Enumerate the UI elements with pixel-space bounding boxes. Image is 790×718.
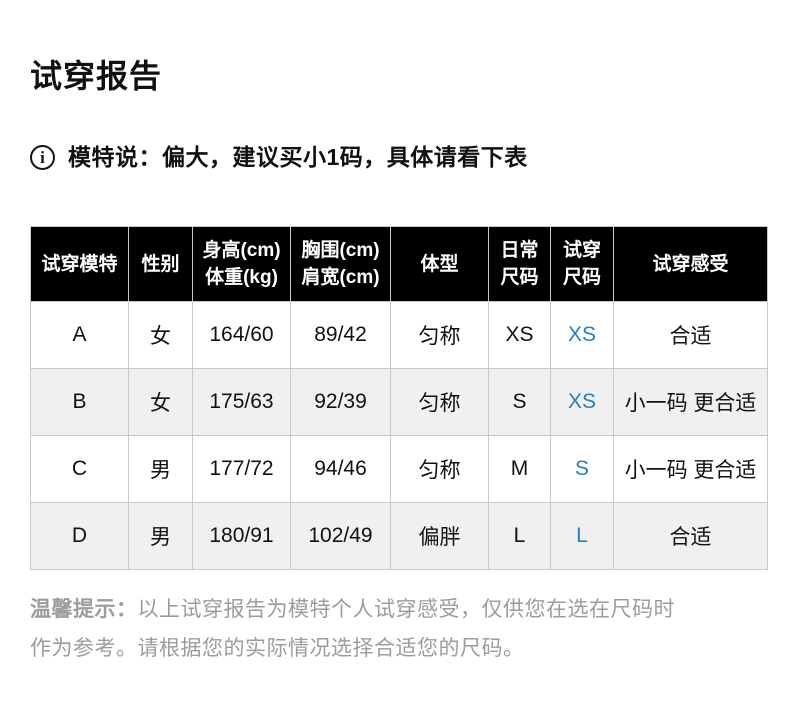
cell-tried-size: S: [550, 435, 614, 503]
cell-height-weight: 180/91: [192, 502, 291, 570]
cell-chest-shoulder: 94/46: [290, 435, 391, 503]
table-header-row: 试穿模特 性别 身高(cm) 体重(kg) 胸围(cm) 肩宽(cm) 体型 日…: [30, 226, 768, 302]
cell-model: B: [30, 368, 129, 436]
model-note: i 模特说：偏大，建议买小1码，具体请看下表: [30, 142, 765, 172]
column-header-gender: 性别: [128, 226, 193, 302]
cell-height-weight: 177/72: [192, 435, 291, 503]
cell-height-weight: 164/60: [192, 301, 291, 369]
cell-tried-size: XS: [550, 368, 614, 436]
cell-model: A: [30, 301, 129, 369]
cell-gender: 女: [128, 368, 193, 436]
column-header-body-type: 体型: [390, 226, 489, 302]
cell-height-weight: 175/63: [192, 368, 291, 436]
table-row-model-c: C 男 177/72 94/46 匀称 M S 小一码 更合适: [30, 435, 768, 503]
cell-gender: 男: [128, 435, 193, 503]
cell-daily-size: S: [488, 368, 551, 436]
cell-model: D: [30, 502, 129, 570]
footer-line-2: 作为参考。请根据您的实际情况选择合适您的尺码。: [30, 637, 525, 660]
cell-chest-shoulder: 92/39: [290, 368, 391, 436]
cell-gender: 女: [128, 301, 193, 369]
table-row-model-d: D 男 180/91 102/49 偏胖 L L 合适: [30, 502, 768, 570]
table-row-model-a: A 女 164/60 89/42 匀称 XS XS 合适: [30, 301, 768, 369]
cell-daily-size: XS: [488, 301, 551, 369]
cell-body-type: 偏胖: [390, 502, 489, 570]
cell-tried-size: XS: [550, 301, 614, 369]
footer-line-1: 温馨提示：以上试穿报告为模特个人试穿感受，仅供您在选在尺码时: [30, 590, 767, 629]
footer-prefix: 温馨提示：: [30, 598, 138, 621]
column-header-height-weight: 身高(cm) 体重(kg): [192, 226, 291, 302]
model-note-text: 模特说：偏大，建议买小1码，具体请看下表: [68, 144, 528, 170]
cell-body-type: 匀称: [390, 368, 489, 436]
footer-disclaimer: 温馨提示：以上试穿报告为模特个人试穿感受，仅供您在选在尺码时 作为参考。请根据您…: [30, 590, 767, 668]
cell-gender: 男: [128, 502, 193, 570]
column-header-tried-size: 试穿 尺码: [550, 226, 614, 302]
cell-body-type: 匀称: [390, 435, 489, 503]
cell-model: C: [30, 435, 129, 503]
cell-daily-size: L: [488, 502, 551, 570]
cell-fit-feedback: 小一码 更合适: [613, 368, 768, 436]
cell-chest-shoulder: 102/49: [290, 502, 391, 570]
footer-line-1-text: 以上试穿报告为模特个人试穿感受，仅供您在选在尺码时: [137, 598, 675, 621]
info-icon: i: [30, 144, 55, 170]
cell-daily-size: M: [488, 435, 551, 503]
column-header-chest-shoulder: 胸围(cm) 肩宽(cm): [290, 226, 391, 302]
column-header-fit-feedback: 试穿感受: [613, 226, 768, 302]
cell-body-type: 匀称: [390, 301, 489, 369]
cell-chest-shoulder: 89/42: [290, 301, 391, 369]
table-row-model-b: B 女 175/63 92/39 匀称 S XS 小一码 更合适: [30, 368, 768, 436]
cell-fit-feedback: 合适: [613, 502, 768, 570]
fitting-report-panel: 试穿报告 i 模特说：偏大，建议买小1码，具体请看下表 试穿模特 性别 身高(c…: [30, 58, 768, 668]
cell-fit-feedback: 合适: [613, 301, 768, 369]
page-title: 试穿报告: [30, 58, 163, 94]
cell-fit-feedback: 小一码 更合适: [613, 435, 768, 503]
column-header-daily-size: 日常 尺码: [488, 226, 551, 302]
column-header-model: 试穿模特: [30, 226, 129, 302]
fitting-report-table: 试穿模特 性别 身高(cm) 体重(kg) 胸围(cm) 肩宽(cm) 体型 日…: [30, 226, 768, 570]
cell-tried-size: L: [550, 502, 614, 570]
